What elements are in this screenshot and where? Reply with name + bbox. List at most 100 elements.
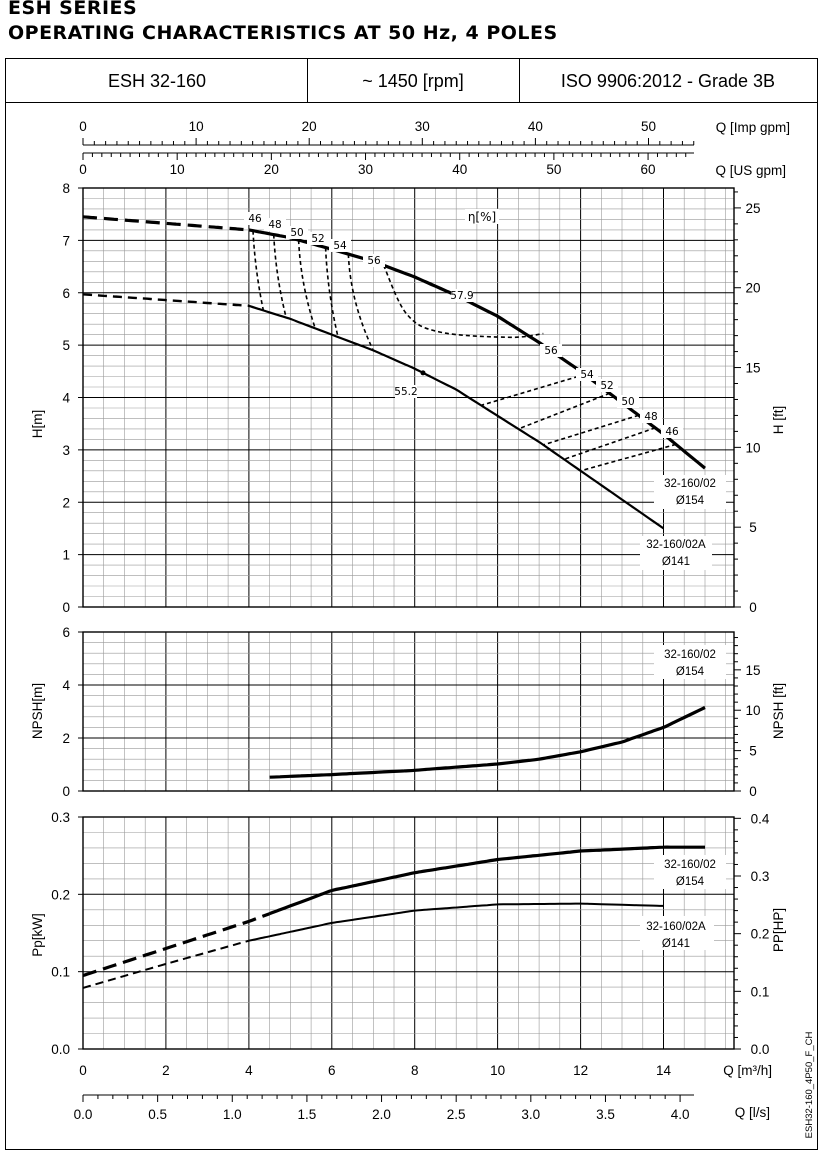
bottom-flow-axes: 0 2 4 6 8 10 12 14 Q [m³/h] 0.0 0.5 1.0 1.5 2.0 2.5 3.0… bbox=[74, 1063, 772, 1122]
head-left-tick-label: 6 bbox=[62, 286, 70, 301]
npsh-panel: 0 2 4 6 0 5 10 15 NPSH[m] NPSH [ft] 32-160/02 Ø154 bbox=[30, 625, 786, 799]
npsh-labels: 32-160/02 Ø154 bbox=[654, 645, 726, 679]
head-labels: 46 48 50 52 54 56 57.9 56 54 52 50 48 46 55.2 η[%] 32-1… bbox=[244, 209, 726, 570]
head-left-tick-label: 8 bbox=[62, 181, 70, 196]
npsh-left-tick-label: 4 bbox=[62, 678, 70, 693]
ls-axis-title: Q [l/s] bbox=[735, 1105, 770, 1120]
head-curve-154 bbox=[248, 228, 706, 470]
efficiency-isoline bbox=[272, 234, 287, 318]
m3h-tick-label: 0 bbox=[79, 1063, 87, 1078]
power-curve-label-141: 32-160/02A bbox=[646, 921, 706, 933]
ls-tick-label: 4.0 bbox=[671, 1107, 690, 1122]
curve-label-141-bg bbox=[640, 536, 712, 570]
power-right-tick-label: 0.3 bbox=[751, 869, 770, 884]
model-label: ESH 32-160 bbox=[108, 71, 206, 91]
m3h-tick-label: 12 bbox=[573, 1063, 588, 1078]
imp-tick-label: 0 bbox=[79, 119, 87, 134]
efficiency-isoline bbox=[252, 230, 265, 311]
head-left-tick-label: 3 bbox=[62, 443, 70, 458]
plot-border bbox=[82, 631, 735, 792]
eff-label-bg bbox=[451, 289, 473, 302]
efficiency-isoline-56 bbox=[382, 264, 544, 339]
ls-tick-label: 0.5 bbox=[148, 1107, 167, 1122]
efficiency-isoline bbox=[580, 443, 677, 472]
head-right-tick-label: 5 bbox=[749, 520, 757, 535]
ls-tick-label: 2.5 bbox=[447, 1107, 466, 1122]
imp-tick-label: 20 bbox=[302, 119, 317, 134]
power-left-tick-label: 0.0 bbox=[51, 1042, 70, 1057]
power-curve-141-extrapolated bbox=[82, 939, 250, 989]
us-tick-label: 30 bbox=[358, 162, 373, 177]
imp-tick-label: 50 bbox=[641, 119, 656, 134]
head-left-tick-label: 1 bbox=[62, 548, 70, 563]
head-curve-141-extrapolated bbox=[82, 293, 249, 307]
efficiency-isoline bbox=[543, 414, 639, 446]
npsh-right-axis-title: NPSH [ft] bbox=[771, 683, 786, 739]
head-right-tick-label: 0 bbox=[749, 600, 757, 615]
ls-tick-label: 1.5 bbox=[298, 1107, 317, 1122]
power-curve-label-141-bg bbox=[640, 916, 714, 950]
eff-label-bg bbox=[540, 344, 562, 357]
eff-label: 48 bbox=[268, 219, 281, 231]
npsh-left-tick-label: 2 bbox=[62, 731, 70, 746]
curve-label-141-diameter: Ø141 bbox=[662, 556, 690, 568]
power-right-axis-title: PP[HP] bbox=[771, 908, 786, 952]
curve-label-154-diameter: Ø154 bbox=[676, 495, 705, 507]
npsh-right-tick-label: 15 bbox=[745, 663, 760, 678]
m3h-tick-label: 2 bbox=[162, 1063, 170, 1078]
npsh-curve-label-bg bbox=[654, 645, 726, 679]
eff-label: 50 bbox=[290, 227, 303, 239]
npsh-ticks: 0 2 4 6 0 5 10 15 NPSH[m] NPSH [ft] bbox=[30, 625, 786, 799]
head-left-tick-label: 2 bbox=[62, 495, 70, 510]
head-curve-141 bbox=[248, 304, 665, 530]
eff-label-bg bbox=[617, 395, 639, 408]
ls-tick-label: 3.0 bbox=[521, 1107, 540, 1122]
efficiency-isoline bbox=[347, 254, 374, 351]
npsh-curves bbox=[269, 706, 706, 779]
power-curve-label-154: 32-160/02 bbox=[664, 859, 716, 871]
eff-label: 55.2 bbox=[394, 386, 417, 398]
power-right-tick-label: 0.0 bbox=[751, 1042, 770, 1057]
eff-label: 50 bbox=[621, 396, 634, 408]
head-right-tick-label: 15 bbox=[745, 361, 760, 376]
eff-label-bg bbox=[363, 254, 385, 267]
head-left-tick-label: 7 bbox=[62, 233, 70, 248]
efficiency-isoline bbox=[480, 373, 585, 407]
eff-label-bg bbox=[307, 232, 329, 245]
ls-tick-label: 3.5 bbox=[596, 1107, 615, 1122]
eff-label: 56 bbox=[544, 345, 558, 357]
ls-tick-label: 0.0 bbox=[74, 1107, 93, 1122]
npsh-curve-154 bbox=[269, 706, 706, 779]
npsh-right-tick-label: 5 bbox=[749, 744, 757, 759]
curve-label-141: 32-160/02A bbox=[646, 539, 706, 551]
power-left-axis-title: Pp[kW] bbox=[30, 913, 45, 957]
us-tick-label: 20 bbox=[264, 162, 279, 177]
us-tick-label: 60 bbox=[641, 162, 656, 177]
eff-label-bg bbox=[244, 212, 266, 225]
eff-label-bg bbox=[264, 218, 286, 231]
npsh-left-tick-label: 0 bbox=[62, 784, 70, 799]
head-right-tick-label: 25 bbox=[745, 201, 760, 216]
eff-label-bg bbox=[661, 425, 683, 438]
eff-label: 46 bbox=[248, 213, 262, 225]
npsh-right-tick-label: 10 bbox=[745, 703, 760, 718]
npsh-right-tick-label: 0 bbox=[749, 784, 757, 799]
eff-label-bg bbox=[329, 239, 351, 252]
head-right-tick-label: 10 bbox=[745, 440, 760, 455]
top-flow-axes: 0 10 20 30 40 50 Q [Imp gpm] 0 10 20 30 40 50 60 Q [US… bbox=[79, 119, 790, 178]
npsh-grid bbox=[82, 631, 735, 792]
us-axis-title: Q [US gpm] bbox=[715, 163, 786, 178]
power-right-tick-label: 0.4 bbox=[751, 811, 770, 826]
us-tick-label: 10 bbox=[170, 162, 185, 177]
standard-label: ISO 9906:2012 - Grade 3B bbox=[561, 71, 775, 91]
ls-tick-label: 2.0 bbox=[372, 1107, 391, 1122]
efficiency-isoline bbox=[297, 240, 316, 329]
imp-axis-title: Q [Imp gpm] bbox=[716, 120, 790, 135]
eff-label: 52 bbox=[600, 380, 613, 392]
head-right-tick-label: 20 bbox=[745, 281, 760, 296]
m3h-tick-label: 10 bbox=[490, 1063, 505, 1078]
plot-border bbox=[82, 816, 735, 1050]
npsh-curve-label: 32-160/02 bbox=[664, 649, 716, 661]
